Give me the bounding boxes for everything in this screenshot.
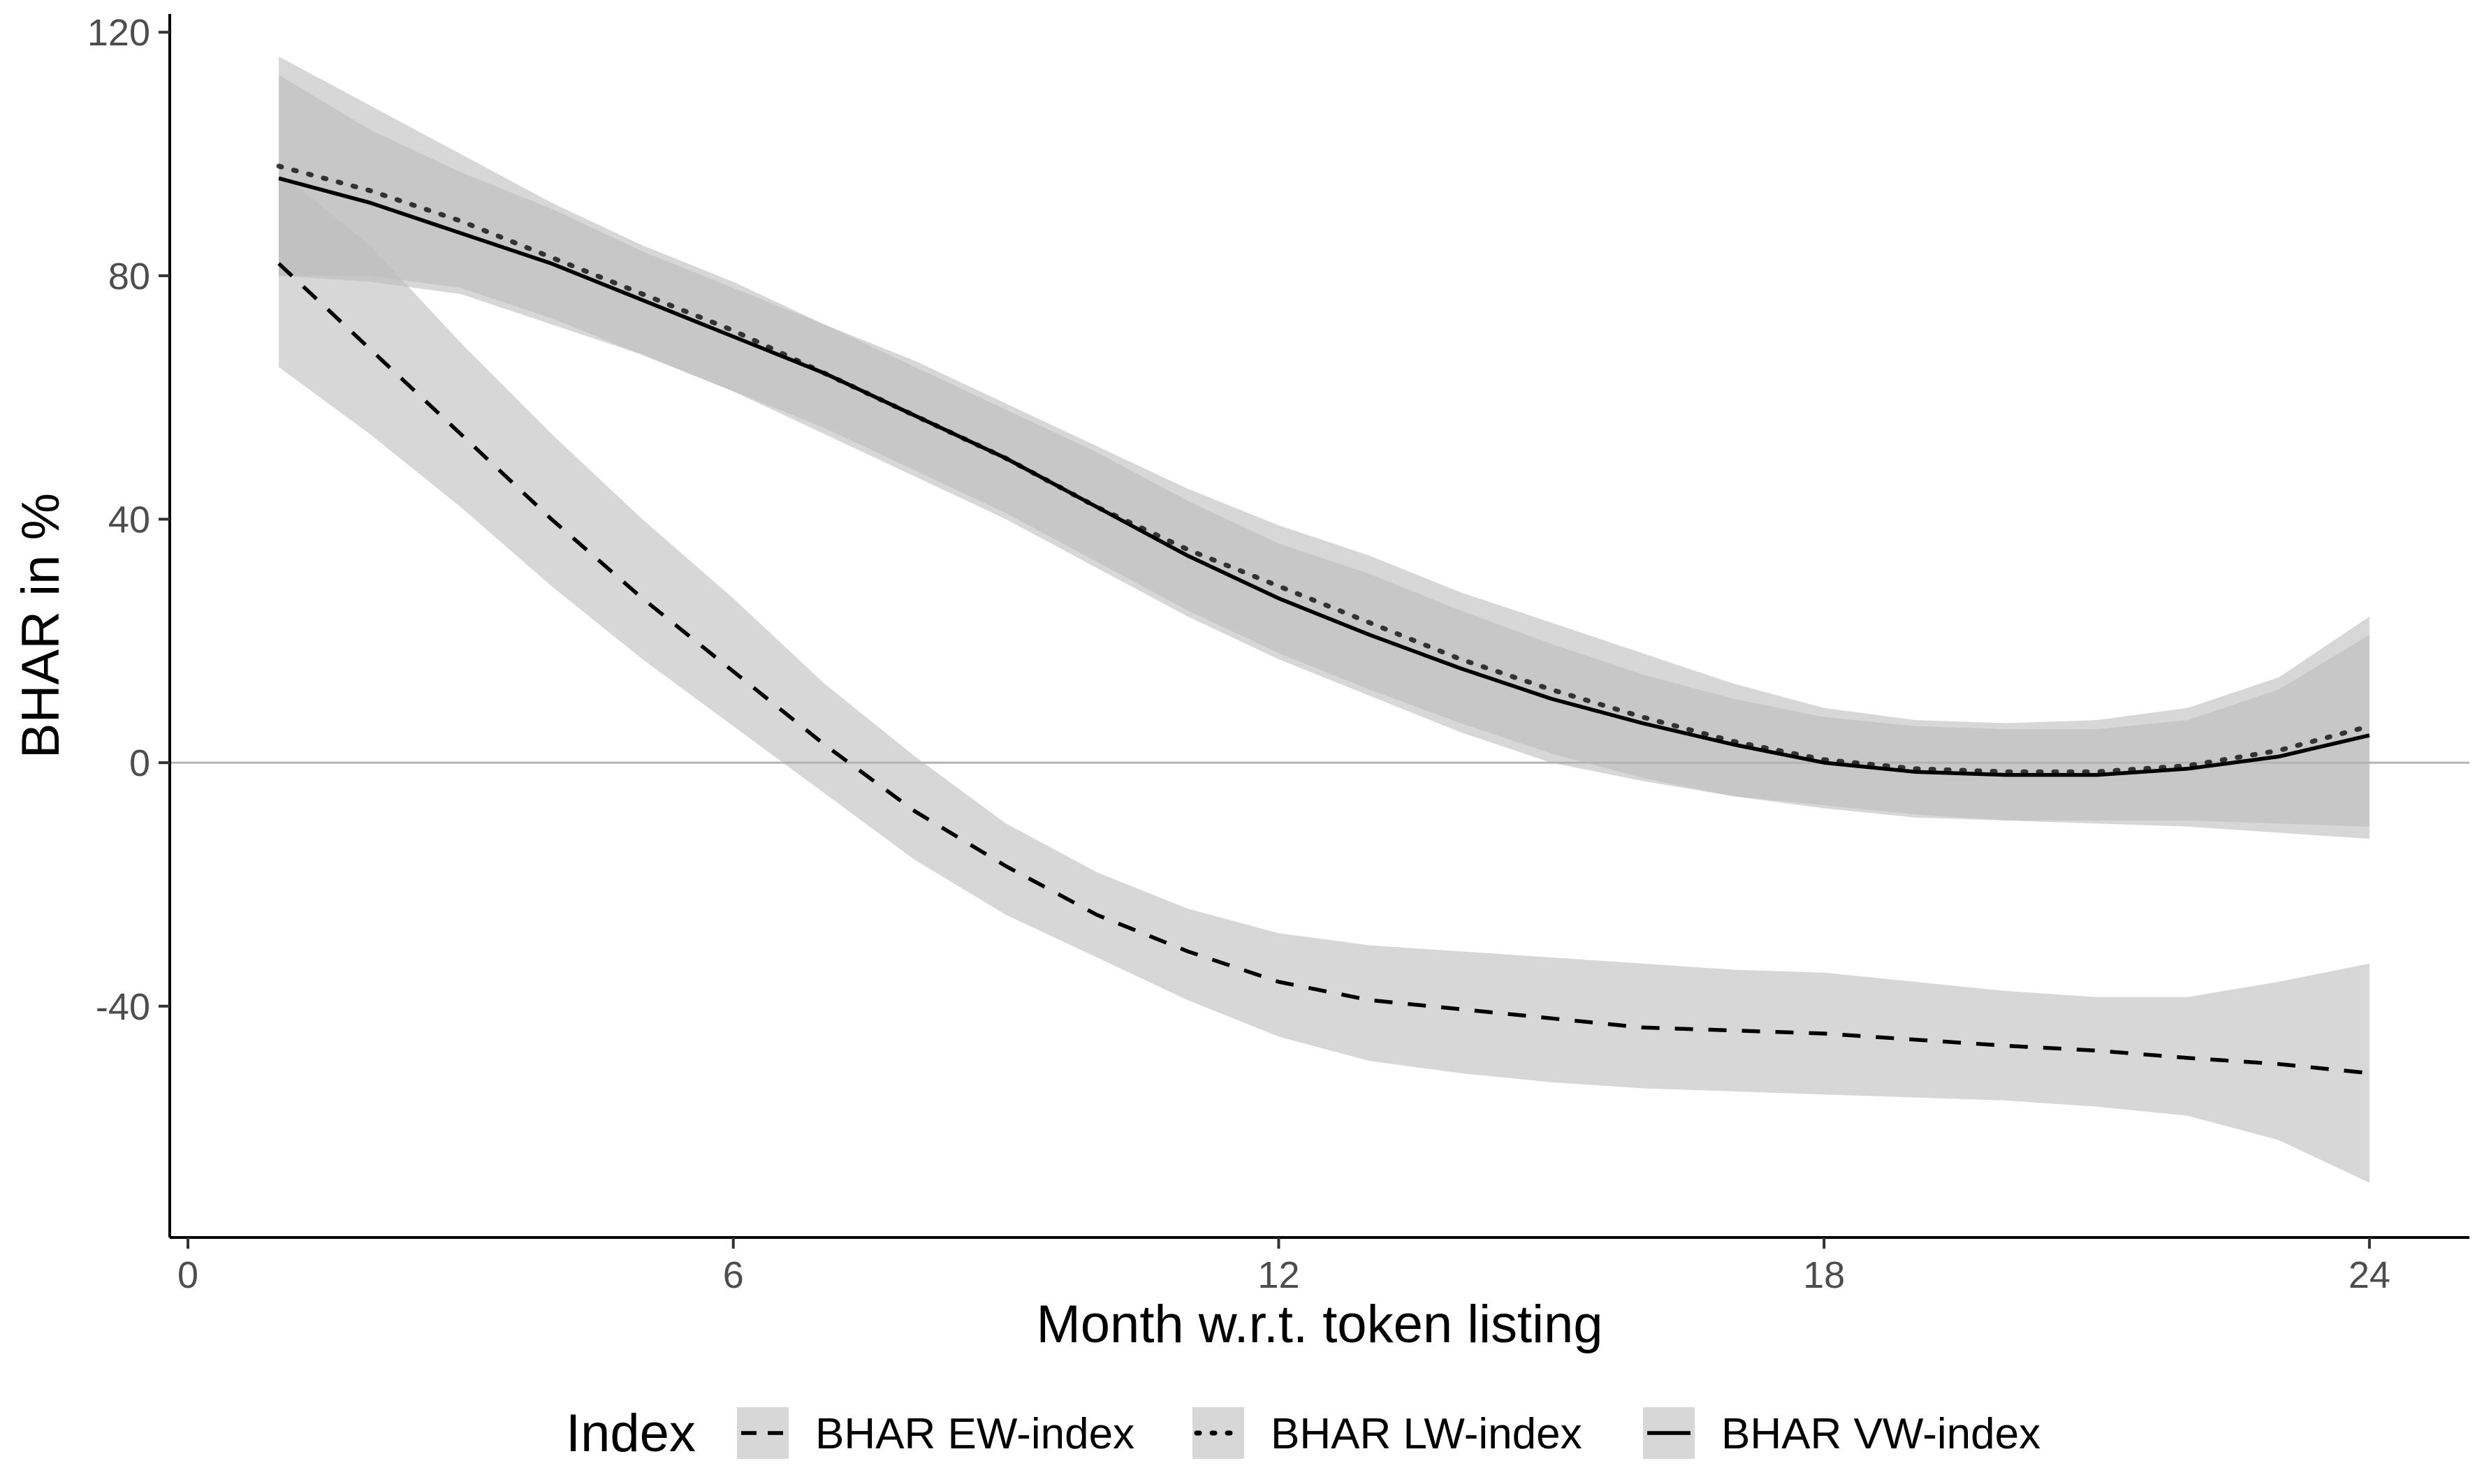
line-bhar-vw-index	[278, 176, 2370, 777]
legend-label-bhar-vw-index: BHAR VW-index	[1721, 1410, 2040, 1458]
x-tick-label: 24	[2349, 1254, 2390, 1296]
legend-title: Index	[566, 1404, 696, 1463]
y-axis-ticks: -40 0 40 80 120	[87, 12, 170, 1028]
y-tick-label: 0	[129, 742, 150, 784]
y-tick-label: 120	[87, 12, 150, 54]
legend-label-bhar-ew-index: BHAR EW-index	[815, 1410, 1134, 1458]
legend: Index BHAR EW-index BHAR LW-index BHAR VW-…	[566, 1404, 2040, 1463]
ribbon-bhar-ew-index	[279, 172, 2370, 1183]
x-tick-label: 0	[177, 1254, 198, 1296]
ribbon-bhar-vw-index	[279, 75, 2370, 827]
x-tick-label: 6	[723, 1254, 744, 1296]
confidence-bands	[279, 57, 2370, 1183]
y-tick-label: 40	[108, 499, 150, 541]
x-axis-ticks: 0 6 12 18 24	[177, 1237, 2390, 1296]
line-bhar-ew-index	[277, 262, 2370, 1075]
y-tick-label: -40	[96, 986, 150, 1028]
series-lines	[276, 163, 2372, 1075]
ribbon-bhar-lw-index	[279, 57, 2370, 839]
y-tick-label: 80	[108, 256, 150, 297]
axes: 0 6 12 18 24 -40 0 40 80 120	[87, 12, 2469, 1296]
x-tick-label: 18	[1803, 1254, 1845, 1296]
legend-label-bhar-lw-index: BHAR LW-index	[1271, 1410, 1582, 1458]
x-tick-label: 12	[1257, 1254, 1299, 1296]
x-axis-title: Month w.r.t. token listing	[1036, 1295, 1602, 1354]
y-axis-title: BHAR in %	[11, 493, 71, 758]
line-bhar-lw-index	[276, 163, 2372, 774]
